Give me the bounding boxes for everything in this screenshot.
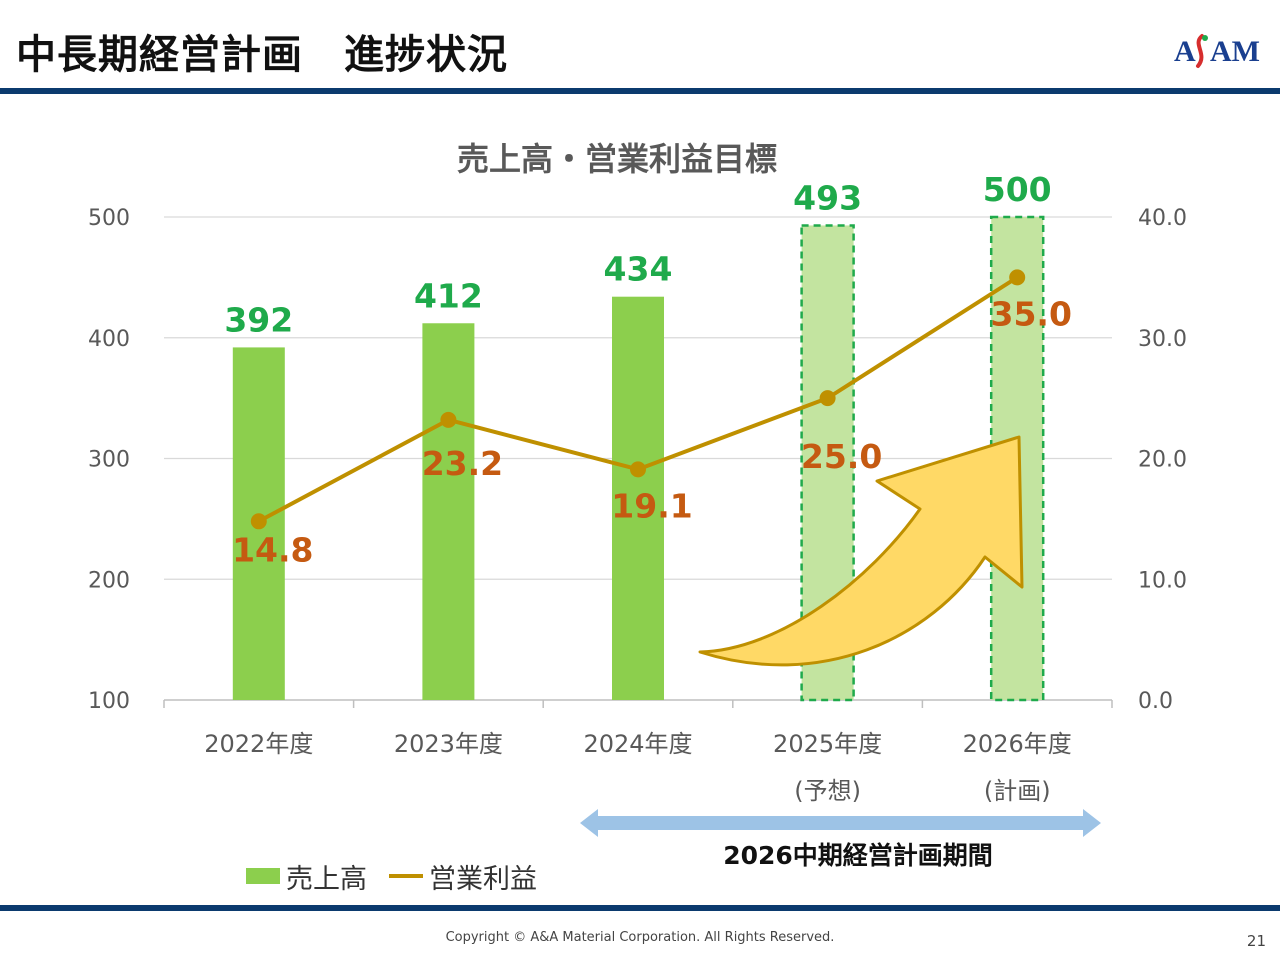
profit-value-label: 23.2 bbox=[422, 444, 503, 483]
y-left-tick-label: 300 bbox=[88, 448, 130, 473]
x-tick-sublabel: (予想) bbox=[794, 777, 861, 805]
x-tick-label: 2022年度 bbox=[204, 730, 313, 758]
y-left-tick-label: 100 bbox=[88, 689, 130, 714]
x-tick-label: 2024年度 bbox=[583, 730, 692, 758]
y-right-tick-label: 30.0 bbox=[1138, 327, 1187, 352]
company-logo: A AM bbox=[1174, 34, 1260, 68]
legend: 売上高 営業利益 bbox=[246, 858, 537, 895]
bar-sales bbox=[422, 323, 475, 700]
x-axis-labels: 2022年度 2023年度 2024年度 2025年度 (予想) 2026年度 (計画) bbox=[204, 730, 1071, 805]
sales-profit-chart: 売上高・営業利益目標 100 200 300 400 500 0.0 10.0 20.0 30… bbox=[88, 140, 1187, 870]
profit-line: 14.8 23.2 19.1 25.0 35.0 bbox=[232, 269, 1072, 569]
copyright-text: Copyright © A&A Material Corporation. Al… bbox=[445, 930, 835, 945]
profit-point bbox=[630, 461, 646, 478]
growth-arrow bbox=[698, 435, 1024, 667]
page-number: 21 bbox=[1246, 932, 1266, 950]
x-tick-label: 2023年度 bbox=[394, 730, 503, 758]
sales-bars: 392 412 434 493 500 bbox=[224, 170, 1052, 702]
x-tick-label: 2025年度 bbox=[773, 730, 882, 758]
profit-value-label: 25.0 bbox=[801, 437, 882, 476]
bar-value-label: 500 bbox=[983, 170, 1052, 209]
x-tick-label: 2026年度 bbox=[963, 730, 1072, 758]
plan-period-arrow bbox=[580, 809, 1101, 837]
legend-swatch-sales bbox=[246, 868, 280, 884]
profit-point bbox=[1009, 269, 1026, 286]
chart-title: 売上高・営業利益目標 bbox=[457, 140, 777, 178]
legend-swatch-profit bbox=[389, 874, 423, 878]
bar-value-label: 493 bbox=[793, 178, 862, 217]
legend-label-profit: 営業利益 bbox=[429, 863, 537, 895]
svg-text:A: A bbox=[1174, 35, 1196, 68]
y-right-tick-label: 40.0 bbox=[1138, 206, 1187, 231]
bar-value-label: 412 bbox=[414, 276, 483, 315]
header-rule bbox=[0, 88, 1280, 94]
y-right-tick-label: 20.0 bbox=[1138, 448, 1187, 473]
profit-value-label: 19.1 bbox=[611, 486, 692, 525]
y-left-tick-label: 500 bbox=[88, 206, 130, 231]
svg-text:AM: AM bbox=[1210, 35, 1260, 68]
footer-rule bbox=[0, 905, 1280, 911]
plan-period-label: 2026中期経営計画期間 bbox=[723, 841, 993, 870]
profit-value-label: 35.0 bbox=[990, 294, 1071, 333]
profit-point bbox=[250, 513, 267, 530]
bar-sales bbox=[612, 296, 664, 700]
y-right-tick-label: 0.0 bbox=[1138, 689, 1173, 714]
y-left-tick-label: 200 bbox=[88, 568, 130, 593]
y-left-tick-label: 400 bbox=[88, 327, 130, 352]
y-axis-left: 100 200 300 400 500 bbox=[88, 206, 130, 714]
y-axis-right: 0.0 10.0 20.0 30.0 40.0 bbox=[1138, 206, 1187, 714]
profit-point bbox=[440, 411, 457, 428]
bar-value-label: 392 bbox=[224, 300, 293, 339]
profit-value-label: 14.8 bbox=[232, 530, 313, 569]
legend-label-sales: 売上高 bbox=[286, 863, 367, 895]
bar-value-label: 434 bbox=[604, 250, 673, 289]
y-right-tick-label: 10.0 bbox=[1138, 568, 1187, 593]
page-title: 中長期経営計画 進捗状況 bbox=[16, 32, 508, 78]
profit-point bbox=[819, 390, 836, 407]
x-tick-sublabel: (計画) bbox=[984, 777, 1051, 805]
